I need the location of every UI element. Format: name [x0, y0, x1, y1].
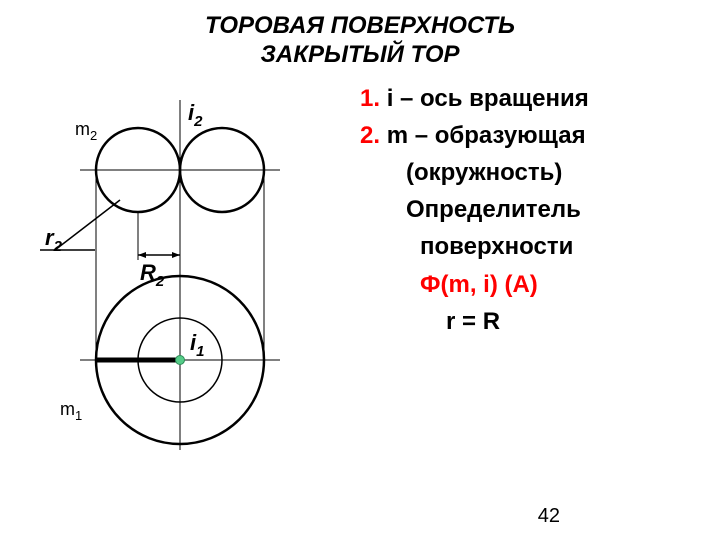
definition-line-2: 2. m – образующая: [360, 117, 720, 154]
def-m: – образующая: [408, 122, 586, 149]
page-title: ТОРОВАЯ ПОВЕРХНОСТЬ ЗАКРЫТЫЙ ТОР: [0, 0, 720, 70]
label-i2: i2: [188, 100, 203, 130]
num-1: 1.: [360, 85, 380, 112]
label-m2: m2: [75, 119, 97, 143]
arrow-R2-left: [138, 252, 146, 258]
leader-r2: [55, 200, 120, 250]
formula-rR: r = R: [446, 303, 720, 340]
def-m-paren: (окружность): [406, 154, 720, 191]
det-line2: поверхности: [420, 228, 720, 265]
sym-m: m: [387, 122, 408, 149]
center-point-icon: [176, 355, 185, 364]
def-i: – ось вращения: [393, 85, 588, 112]
text-column: 1. i – ось вращения 2. m – образующая (о…: [360, 80, 720, 485]
diagram-column: i2 m2 r2 R2 i1 m1: [0, 80, 360, 485]
label-i1: i1: [190, 330, 204, 360]
label-m1: m1: [60, 399, 82, 423]
title-line1: ТОРОВАЯ ПОВЕРХНОСТЬ: [205, 12, 515, 39]
det-line1: Определитель: [406, 191, 720, 228]
title-line2: ЗАКРЫТЫЙ ТОР: [260, 41, 459, 68]
formula-phi: Ф(m, i) (А): [420, 266, 720, 303]
num-2: 2.: [360, 122, 380, 149]
definition-line-1: 1. i – ось вращения: [360, 80, 720, 117]
torus-diagram: i2 m2 r2 R2 i1 m1: [0, 80, 360, 480]
content-row: i2 m2 r2 R2 i1 m1 1.: [0, 80, 720, 485]
arrow-R2-right: [172, 252, 180, 258]
page-number: 42: [538, 505, 560, 528]
